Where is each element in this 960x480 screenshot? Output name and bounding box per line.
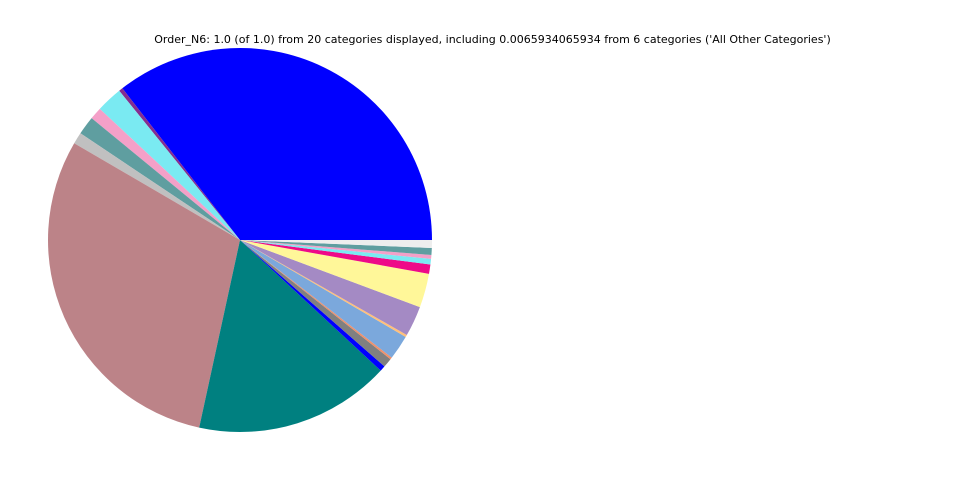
pie-slice-6 xyxy=(74,133,240,240)
pie-slice-17 xyxy=(240,240,432,265)
pie-slice-7 xyxy=(48,143,240,428)
pie-slice-12 xyxy=(240,240,406,358)
pie-slice-9 xyxy=(240,240,385,371)
pie-slice-18 xyxy=(240,240,432,259)
pie-slice-20 xyxy=(240,240,432,248)
pie-slice-13 xyxy=(240,240,407,338)
pie-slice-10 xyxy=(240,240,391,367)
pie-slice-2 xyxy=(119,88,240,240)
pie-slice-1 xyxy=(122,48,433,240)
pie-slice-8 xyxy=(199,240,381,432)
pie-slice-16 xyxy=(240,240,431,274)
pie-slice-14 xyxy=(240,240,420,336)
chart-title: Order_N6: 1.0 (of 1.0) from 20 categorie… xyxy=(154,33,831,46)
pie-slice-11 xyxy=(240,240,392,360)
pie-slice-4 xyxy=(91,108,240,240)
pie-slice-15 xyxy=(240,240,429,308)
pie-slice-5 xyxy=(80,118,240,240)
pie-slice-3 xyxy=(99,90,240,241)
pie-slice-19 xyxy=(240,240,432,255)
